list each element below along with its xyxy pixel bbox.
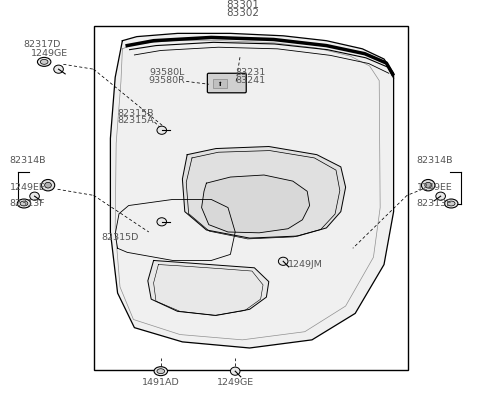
Ellipse shape	[157, 369, 165, 374]
Text: 83231: 83231	[235, 68, 265, 77]
Circle shape	[230, 367, 240, 375]
Bar	[94, 26, 408, 370]
Text: 1491AD: 1491AD	[142, 378, 180, 387]
Text: 93580R: 93580R	[148, 77, 185, 85]
Text: 82315D: 82315D	[102, 233, 139, 242]
Polygon shape	[182, 147, 346, 238]
Text: 1249GE: 1249GE	[216, 378, 254, 387]
Circle shape	[157, 126, 167, 134]
Text: 82314B: 82314B	[417, 156, 453, 165]
Ellipse shape	[37, 57, 51, 66]
Text: 83302: 83302	[226, 8, 259, 18]
Text: 82315A: 82315A	[117, 116, 154, 125]
Text: 1249EE: 1249EE	[417, 183, 452, 192]
Text: 1249EE: 1249EE	[10, 183, 45, 192]
Text: 82313F: 82313F	[417, 199, 452, 208]
Circle shape	[41, 179, 55, 191]
Text: 83301: 83301	[226, 0, 259, 10]
Circle shape	[157, 218, 167, 226]
Text: 83241: 83241	[235, 77, 265, 85]
Ellipse shape	[17, 199, 31, 208]
Text: 82314B: 82314B	[10, 156, 46, 165]
Circle shape	[30, 192, 39, 200]
Polygon shape	[202, 175, 310, 233]
Text: 1249GE: 1249GE	[31, 49, 68, 58]
Circle shape	[278, 257, 288, 265]
Circle shape	[54, 65, 63, 73]
Text: 82315B: 82315B	[117, 109, 154, 118]
Text: 82313F: 82313F	[10, 199, 45, 208]
Text: 1249JM: 1249JM	[288, 260, 323, 269]
Text: 93580L: 93580L	[149, 68, 185, 77]
Circle shape	[45, 182, 51, 188]
Text: ⬆: ⬆	[217, 82, 222, 87]
Polygon shape	[110, 33, 394, 348]
Ellipse shape	[20, 201, 28, 206]
Text: 82317D: 82317D	[23, 40, 60, 49]
Ellipse shape	[444, 199, 458, 208]
Circle shape	[425, 182, 432, 188]
Bar	[213, 79, 227, 88]
Circle shape	[421, 179, 435, 191]
Circle shape	[436, 192, 445, 200]
FancyBboxPatch shape	[207, 73, 246, 93]
Polygon shape	[148, 260, 269, 315]
Ellipse shape	[40, 59, 48, 64]
Ellipse shape	[447, 201, 455, 206]
Ellipse shape	[154, 367, 168, 376]
